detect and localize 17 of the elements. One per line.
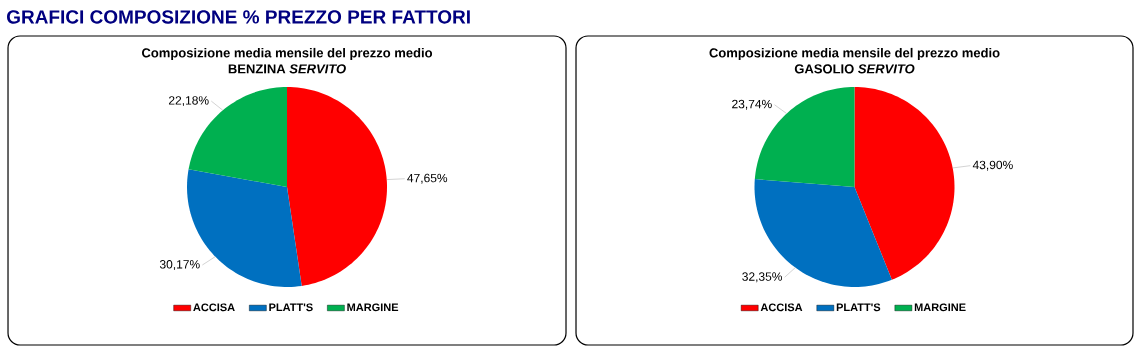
data-label: 23,74% [732,99,772,110]
data-label: 22,18% [168,96,209,107]
legend-label: PLATT'S [269,303,313,312]
chart-title: Composizione media mensile del prezzo medio [709,47,1000,61]
legend-label: MARGINE [347,303,399,312]
chart-subtitle: GASOLIO SERVITO [794,64,915,74]
text: GRAFICI COMPOSIZIONE % PREZZO PER FATTORI [7,10,470,24]
chart-subtitle: BENZINA SERVITO [228,64,346,74]
data-label: 32,35% [742,272,783,283]
data-label: 43,90% [972,160,1013,171]
legend-label: MARGINE [914,303,966,312]
data-label: 30,17% [159,260,200,270]
legend-label: ACCISA [760,303,803,312]
chart-title: Composizione media mensile del prezzo medio [141,47,433,61]
legend-label: PLATT'S [836,303,881,312]
legend-label: ACCISA [193,303,235,312]
data-label: 47,65% [407,173,448,184]
